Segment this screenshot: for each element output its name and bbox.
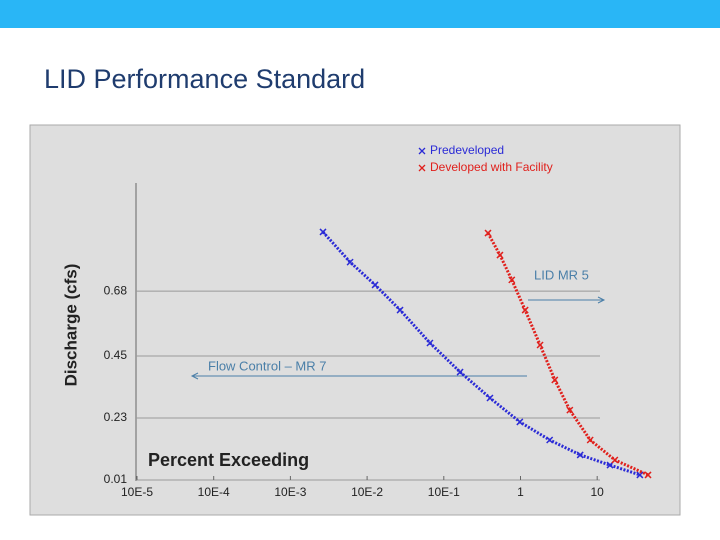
x-axis-label: Percent Exceeding: [148, 450, 309, 470]
legend-marker: [418, 147, 426, 155]
x-tick-label: 10E-4: [198, 485, 230, 499]
header-bar: [0, 0, 720, 28]
point: [551, 376, 559, 384]
y-tick-label: 0.45: [104, 348, 128, 362]
slide-title: LID Performance Standard: [44, 64, 366, 94]
x-tick-label: 10E-3: [274, 485, 306, 499]
x-tick-label: 10E-5: [121, 485, 153, 499]
y-tick-label: 0.23: [104, 410, 128, 424]
point: [521, 306, 529, 314]
annotation: LID MR 5: [534, 267, 589, 282]
point: [486, 394, 494, 402]
legend-marker: [418, 164, 426, 172]
legend: Predeveloped Developed with Facility: [418, 143, 553, 174]
y-tick-label: 0.68: [104, 283, 128, 297]
point: [319, 228, 327, 236]
point: [516, 418, 524, 426]
point: [346, 258, 354, 266]
point: [371, 281, 379, 289]
point: [586, 436, 594, 444]
x-tick-label: 10: [591, 485, 605, 499]
point: [456, 368, 464, 376]
x-tick-label: 10E-1: [428, 485, 460, 499]
point: [508, 276, 516, 284]
point: [536, 341, 544, 349]
point: [496, 251, 504, 259]
point: [576, 451, 584, 459]
series-line: [486, 232, 649, 477]
point: [546, 436, 554, 444]
point: [611, 456, 619, 464]
point: [644, 471, 652, 479]
arrow-head: [190, 372, 199, 380]
x-tick-label: 1: [517, 485, 524, 499]
point: [636, 471, 644, 479]
y-tick-label: 0.01: [104, 472, 128, 486]
point: [426, 339, 434, 347]
series-line: [321, 230, 641, 477]
point: [484, 229, 492, 237]
arrow-head: [597, 296, 606, 304]
y-axis-label: Discharge (cfs): [61, 264, 80, 387]
point: [396, 306, 404, 314]
legend-label: Predeveloped: [430, 143, 504, 157]
x-tick-label: 10E-2: [351, 485, 383, 499]
legend-label: Developed with Facility: [430, 160, 553, 174]
annotation: Flow Control – MR 7: [208, 358, 326, 373]
point: [566, 406, 574, 414]
